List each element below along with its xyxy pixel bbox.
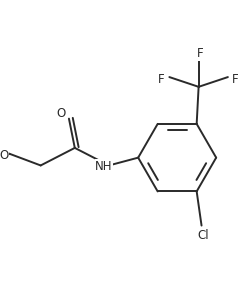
Text: F: F: [197, 47, 204, 60]
Text: F: F: [158, 73, 165, 86]
Text: O: O: [56, 107, 66, 120]
Text: Cl: Cl: [198, 229, 209, 242]
Text: NH: NH: [95, 160, 113, 173]
Text: O: O: [0, 149, 8, 162]
Text: F: F: [232, 73, 239, 86]
